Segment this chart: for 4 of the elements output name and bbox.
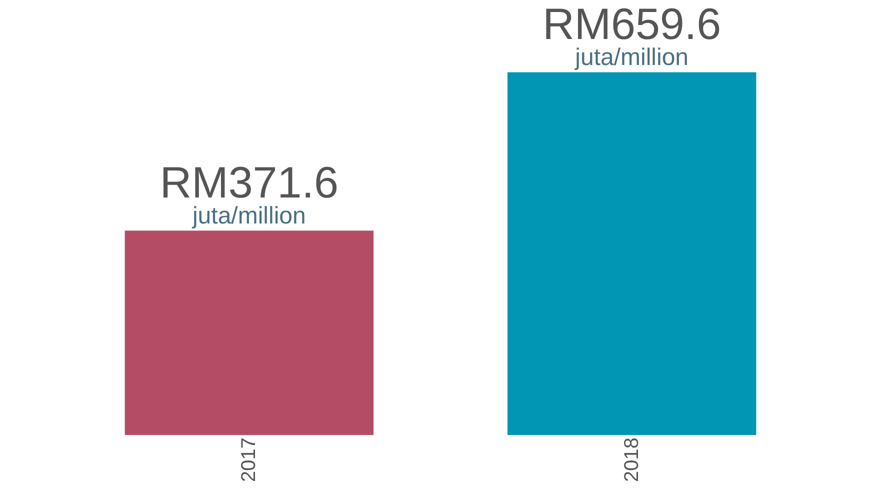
- annotation: juta/million: [191, 202, 306, 230]
- x-tick-label: 2017: [238, 438, 260, 482]
- x-tick-label: 2018: [620, 438, 643, 482]
- annotation: juta/million: [574, 44, 689, 72]
